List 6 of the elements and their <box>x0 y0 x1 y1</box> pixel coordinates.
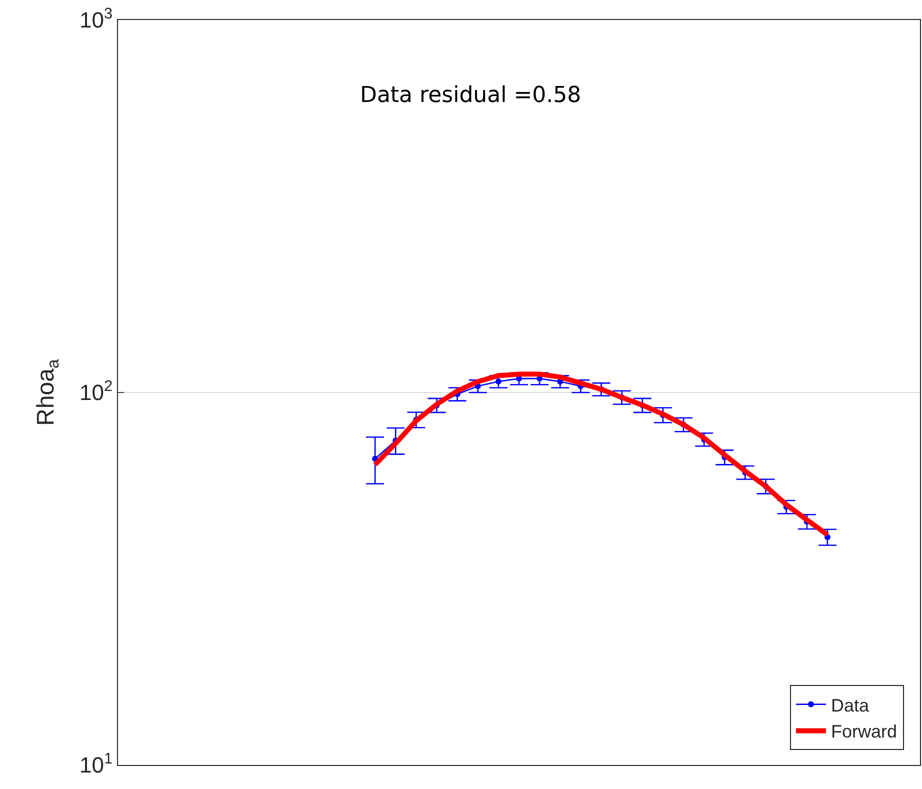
y-tick-label: 10$^{3}$ <box>80 5 113 33</box>
legend-label: Data <box>830 695 870 716</box>
y-tick-label: 10$^{1}$ <box>80 750 113 778</box>
legend-label: Forward <box>830 722 897 742</box>
annotation: Data residual =0.58 <box>360 83 582 108</box>
y-tick-label: 10$^{2}$ <box>80 378 113 406</box>
